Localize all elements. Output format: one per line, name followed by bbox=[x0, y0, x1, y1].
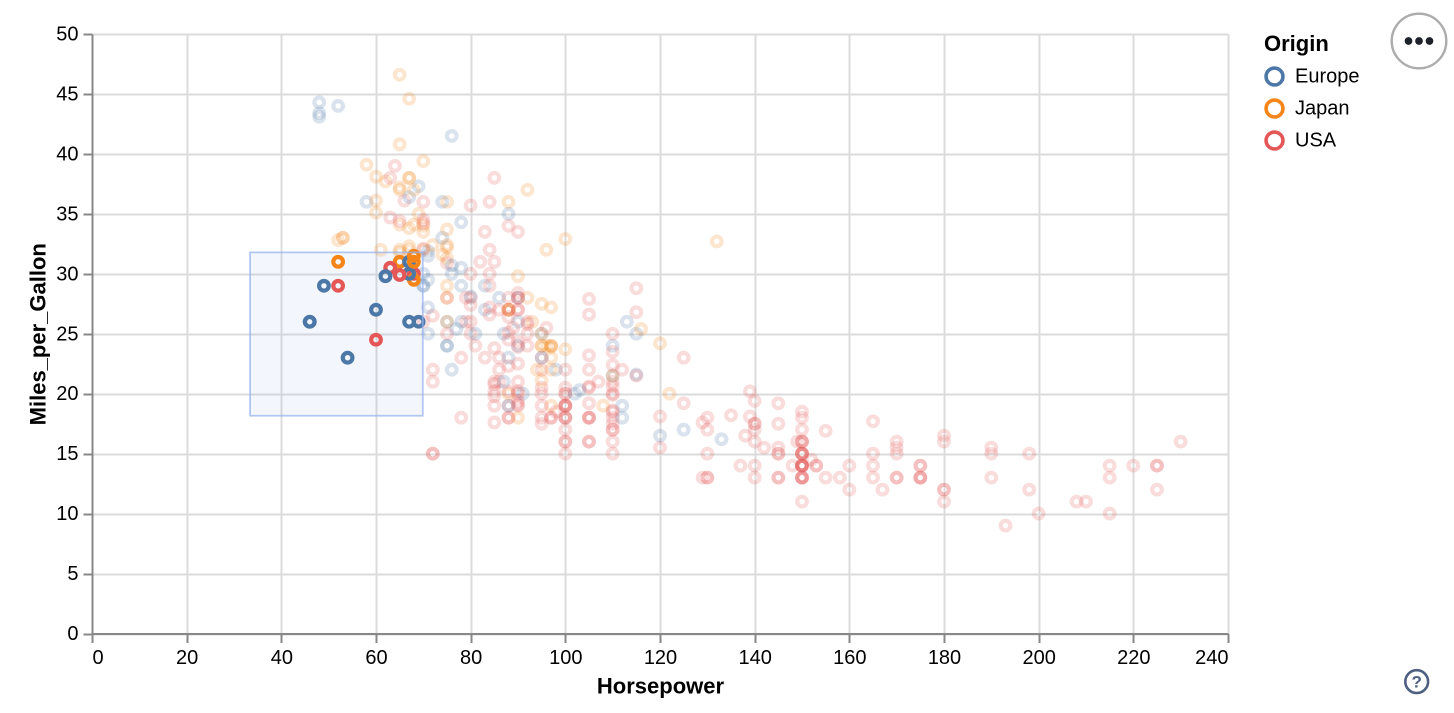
svg-text:10: 10 bbox=[56, 503, 78, 525]
svg-text:50: 50 bbox=[56, 24, 78, 46]
svg-text:45: 45 bbox=[56, 83, 78, 105]
svg-text:100: 100 bbox=[549, 647, 582, 669]
svg-text:200: 200 bbox=[1022, 647, 1055, 669]
svg-text:80: 80 bbox=[460, 647, 482, 669]
svg-text:40: 40 bbox=[271, 647, 293, 669]
svg-text:?: ? bbox=[1412, 673, 1422, 692]
svg-text:5: 5 bbox=[67, 563, 78, 585]
svg-text:Europe: Europe bbox=[1295, 66, 1360, 88]
svg-text:40: 40 bbox=[56, 143, 78, 165]
svg-text:20: 20 bbox=[56, 383, 78, 405]
svg-text:15: 15 bbox=[56, 443, 78, 465]
svg-text:180: 180 bbox=[928, 647, 961, 669]
svg-text:35: 35 bbox=[56, 203, 78, 225]
svg-text:30: 30 bbox=[56, 263, 78, 285]
svg-text:0: 0 bbox=[93, 647, 104, 669]
svg-text:120: 120 bbox=[644, 647, 677, 669]
svg-text:160: 160 bbox=[833, 647, 866, 669]
svg-text:220: 220 bbox=[1117, 647, 1150, 669]
svg-text:60: 60 bbox=[365, 647, 387, 669]
svg-text:0: 0 bbox=[67, 623, 78, 645]
svg-text:140: 140 bbox=[738, 647, 771, 669]
svg-text:25: 25 bbox=[56, 323, 78, 345]
svg-text:Origin: Origin bbox=[1264, 31, 1329, 56]
svg-text:20: 20 bbox=[176, 647, 198, 669]
svg-text:Japan: Japan bbox=[1295, 98, 1350, 120]
svg-text:240: 240 bbox=[1195, 647, 1228, 669]
svg-text:Miles_per_Gallon: Miles_per_Gallon bbox=[25, 243, 50, 425]
svg-text:USA: USA bbox=[1295, 130, 1337, 152]
svg-text:Horsepower: Horsepower bbox=[597, 674, 725, 699]
